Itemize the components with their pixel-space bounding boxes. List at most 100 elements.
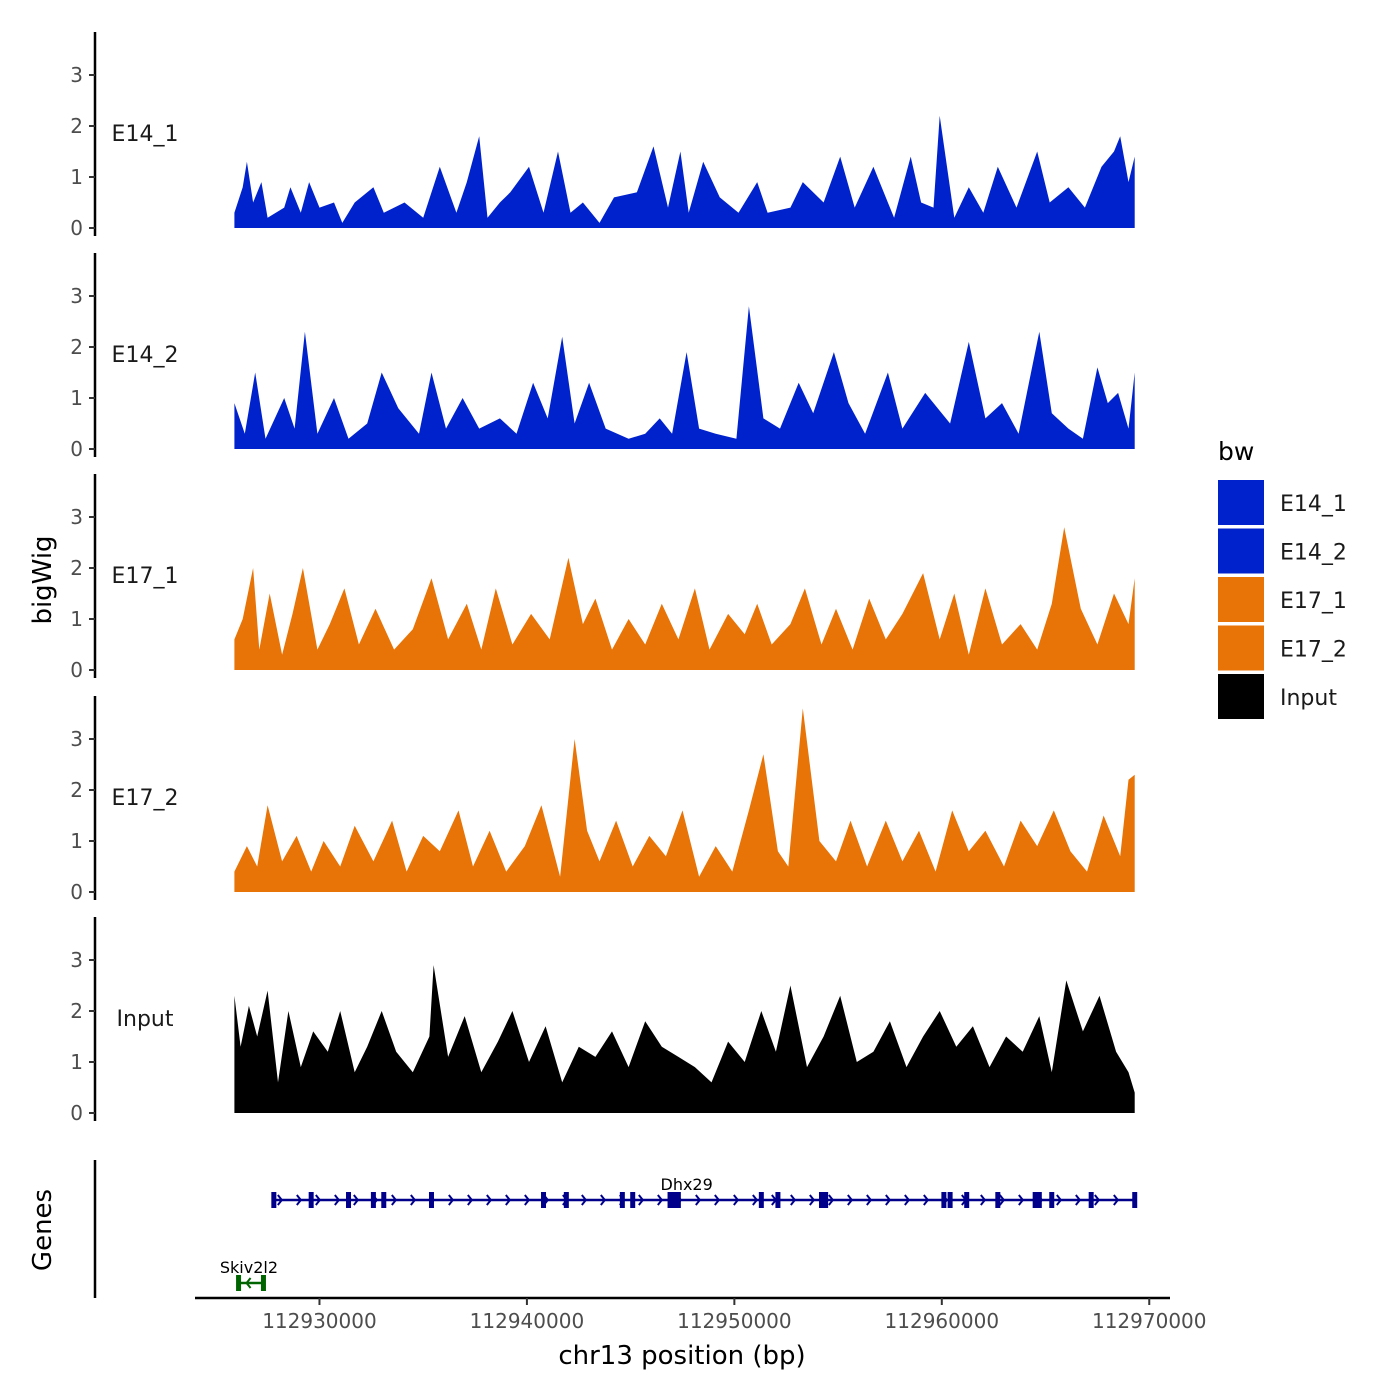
genes-track: Genes Dhx29 Skiv2l2 [28,1160,1138,1298]
strand-chevron [657,1194,664,1206]
strand-chevron [600,1194,607,1206]
gene-label: Skiv2l2 [220,1258,278,1277]
legend-swatch [1218,674,1264,719]
exon [346,1192,352,1208]
strand-chevron [714,1194,721,1206]
legend-label: E14_1 [1280,492,1347,517]
legend-item: Input [1218,674,1337,719]
strand-chevron [923,1194,930,1206]
legend-item: E14_2 [1218,528,1347,574]
exon [671,1192,677,1208]
exon [995,1192,1001,1208]
bigwig-tracks: 0 1 2 3 E14_1 0 1 2 3 E14_2 0 1 2 3 E17_1 0 1 2 3 E17_2 0 1 2 3… [70,32,1135,1125]
track-E17_1: 0 1 2 3 E17_1 [70,474,1135,682]
exon [1032,1192,1038,1208]
strand-chevron [1056,1194,1063,1206]
y-tick-label: 3 [70,505,83,529]
strand-chevron [733,1194,740,1206]
exon [428,1192,434,1208]
signal-area-E14_1 [234,115,1135,228]
y-tick-label: 0 [70,437,83,461]
y-tick-label: 2 [70,114,83,138]
track-label: E17_1 [112,564,179,589]
legend-swatch [1218,480,1264,525]
strand-chevron [1075,1194,1082,1206]
exon [308,1192,314,1208]
strand-chevron [448,1194,455,1206]
x-tick-label: 112970000 [1092,1309,1207,1333]
strand-chevron [353,1194,360,1206]
exon [675,1192,681,1208]
legend-swatch [1218,625,1264,671]
track-Input: 0 1 2 3 Input [70,917,1135,1125]
gene-label: Dhx29 [661,1175,713,1194]
y-tick-label: 0 [70,216,83,240]
x-axis: chr13 position (bp) 112930000 112940000 11… [195,1296,1207,1371]
y-tick-label: 3 [70,63,83,87]
track-E14_1: 0 1 2 3 E14_1 [70,32,1135,240]
gene-Dhx29: Dhx29 [271,1175,1138,1208]
strand-chevron [638,1194,645,1206]
y-tick-label: 3 [70,727,83,751]
strand-chevron [828,1194,835,1206]
legend: bw E14_1 E14_2 E17_1 E17_2 Input [1218,437,1347,719]
track-label: Input [117,1007,174,1032]
x-tick-label: 112960000 [885,1309,1000,1333]
y-tick-label: 0 [70,1101,83,1125]
strand-chevron [486,1194,493,1206]
x-tick-label: 112930000 [262,1309,377,1333]
strand-chevron [790,1194,797,1206]
strand-chevron [885,1194,892,1206]
exon [1088,1192,1094,1208]
exon [370,1192,376,1208]
legend-label: Input [1280,686,1337,711]
legend-item: E17_1 [1218,577,1347,622]
strand-chevron [866,1194,873,1206]
legend-swatch [1218,577,1264,622]
strand-chevron [277,1194,284,1206]
y-tick-label: 2 [70,556,83,580]
track-E14_2: 0 1 2 3 E14_2 [70,253,1135,461]
signal-area-Input [234,965,1135,1113]
gene-Skiv2l2: Skiv2l2 [220,1258,278,1291]
exon [667,1192,673,1208]
exon [823,1192,829,1208]
strand-chevron [1018,1194,1025,1206]
exon [1036,1192,1042,1208]
strand-chevron [334,1194,341,1206]
signal-area-E14_2 [234,306,1135,449]
exon [758,1192,764,1208]
y-tick-label: 0 [70,880,83,904]
strand-chevron [999,1194,1006,1206]
strand-chevron [245,1277,252,1289]
exon [1049,1192,1055,1208]
y-tick-label: 2 [70,778,83,802]
legend-item: E14_1 [1218,480,1347,525]
strand-chevron [296,1194,303,1206]
y-tick-label: 1 [70,165,83,189]
legend-swatch [1218,528,1264,574]
exon [541,1192,547,1208]
strand-chevron [847,1194,854,1206]
exon [260,1275,266,1291]
strand-chevron [1094,1194,1101,1206]
strand-chevron [695,1194,702,1206]
strand-chevron [752,1194,759,1206]
strand-chevron [410,1194,417,1206]
exon [563,1192,569,1208]
y-tick-label: 1 [70,1050,83,1074]
track-label: E14_2 [112,343,179,368]
strand-chevron [391,1194,398,1206]
signal-area-E17_1 [234,527,1135,670]
strand-chevron [524,1194,531,1206]
strand-chevron [904,1194,911,1206]
y-tick-label: 1 [70,829,83,853]
exon [818,1192,824,1208]
strand-chevron [467,1194,474,1206]
y-tick-label: 2 [70,335,83,359]
exon [775,1192,781,1208]
strand-chevron [1113,1194,1120,1206]
genes-track-title: Genes [28,1189,58,1271]
signal-area-E17_2 [234,708,1135,892]
